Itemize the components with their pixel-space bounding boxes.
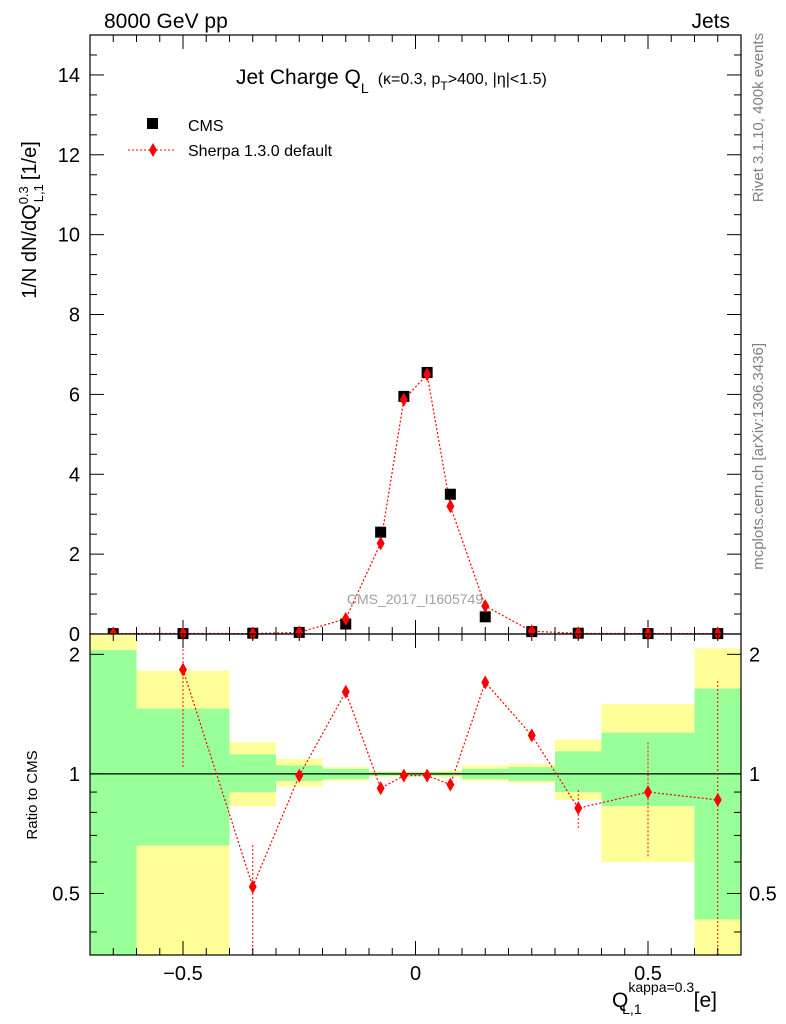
sherpa-line (113, 373, 718, 635)
ratio-y-tick-label-left: 0.5 (52, 883, 80, 905)
ratio-point (644, 785, 652, 800)
ratio-y-tick-label-right: 2 (749, 644, 760, 666)
x-tick-labels: −0.5 0 0.5 (163, 963, 662, 985)
ratio-band-stat (555, 751, 602, 793)
main-y-tick-label: 2 (69, 544, 80, 566)
sherpa-point (423, 367, 432, 382)
ratio-band-stat (90, 650, 137, 955)
cms-point (444, 488, 456, 500)
x-tick-label: 0.5 (634, 963, 662, 985)
ratio-point (295, 768, 304, 783)
legend-marker-cms (147, 118, 158, 129)
header-left: 8000 GeV pp (104, 10, 228, 33)
sherpa-point (341, 611, 350, 626)
ratio-data (179, 634, 722, 955)
ratio-ticks (89, 634, 742, 955)
sherpa-point (295, 625, 304, 640)
chart-title: Jet Charge QL (κ=0.3, pT>400, |η|<1.5) (236, 66, 547, 96)
legend-label-sherpa: Sherpa 1.3.0 default (188, 143, 333, 160)
ratio-band-stat (136, 708, 230, 846)
ratio-point (446, 777, 455, 792)
source-label: mcplots.cern.ch [arXiv:1306.3436] (750, 343, 767, 570)
ratio-point (248, 879, 257, 894)
main-y-tick-label: 4 (69, 464, 80, 486)
sherpa-point (399, 392, 408, 407)
sherpa-point (446, 499, 455, 514)
x-tick-label: −0.5 (163, 963, 202, 985)
ratio-frame (89, 633, 742, 956)
ratio-point (574, 801, 583, 816)
x-tick-label: 0 (410, 963, 421, 985)
rivet-label: Rivet 3.1.10, 400k events (750, 33, 767, 202)
ratio-point (341, 684, 350, 699)
main-y-axis-label: 1/N dN/dQ0.3L,1[1/e] (16, 141, 46, 299)
ratio-point (481, 675, 490, 690)
main-y-tick-label: 12 (58, 145, 80, 167)
legend-label-cms: CMS (188, 118, 224, 135)
ratio-bands (90, 634, 741, 955)
main-panel: 0 2 4 6 8 10 12 14 CMS_2017_I1605749 Jet Charge… (16, 34, 742, 646)
ratio-panel: 0.5 0.5 1 1 2 2 −0.5 0 0.5 Ratio to CMS Qkappa=… (24, 633, 777, 1017)
ratio-y-tick-label-left: 1 (69, 764, 80, 786)
ratio-y-tick-label-left: 2 (69, 644, 80, 666)
sherpa-point (527, 624, 536, 639)
legend: CMS Sherpa 1.3.0 default (128, 118, 333, 160)
main-y-tick-label: 8 (69, 305, 80, 327)
main-y-tick-label: 6 (69, 384, 80, 406)
ratio-band-stat (229, 754, 276, 793)
sherpa-point (376, 536, 385, 551)
ratio-y-tick-label-right: 1 (749, 764, 760, 786)
main-y-tick-label: 10 (58, 225, 80, 247)
ratio-y-axis-label: Ratio to CMS (24, 750, 41, 839)
header-right: Jets (691, 10, 730, 33)
legend-marker-sherpa (149, 143, 157, 157)
cms-point (375, 526, 387, 538)
ratio-point (423, 768, 432, 783)
ratio-point (399, 768, 408, 783)
ratio-point (527, 728, 536, 743)
sherpa-point (481, 599, 490, 614)
watermark: CMS_2017_I1605749 (347, 591, 483, 607)
x-axis-label: Qkappa=0.3 L,1 [e] (612, 979, 717, 1017)
ratio-point (713, 792, 722, 807)
main-y-tick-labels: 0 2 4 6 8 10 12 14 (58, 65, 80, 646)
ratio-point (376, 781, 385, 796)
ratio-y-tick-label-right: 0.5 (749, 883, 777, 905)
main-y-tick-label: 14 (58, 65, 80, 87)
main-y-tick-label: 0 (69, 624, 80, 646)
main-data (107, 366, 724, 641)
ratio-y-tick-labels: 0.5 0.5 1 1 2 2 (52, 644, 777, 905)
cms-point (479, 611, 491, 623)
ratio-point (179, 662, 187, 677)
